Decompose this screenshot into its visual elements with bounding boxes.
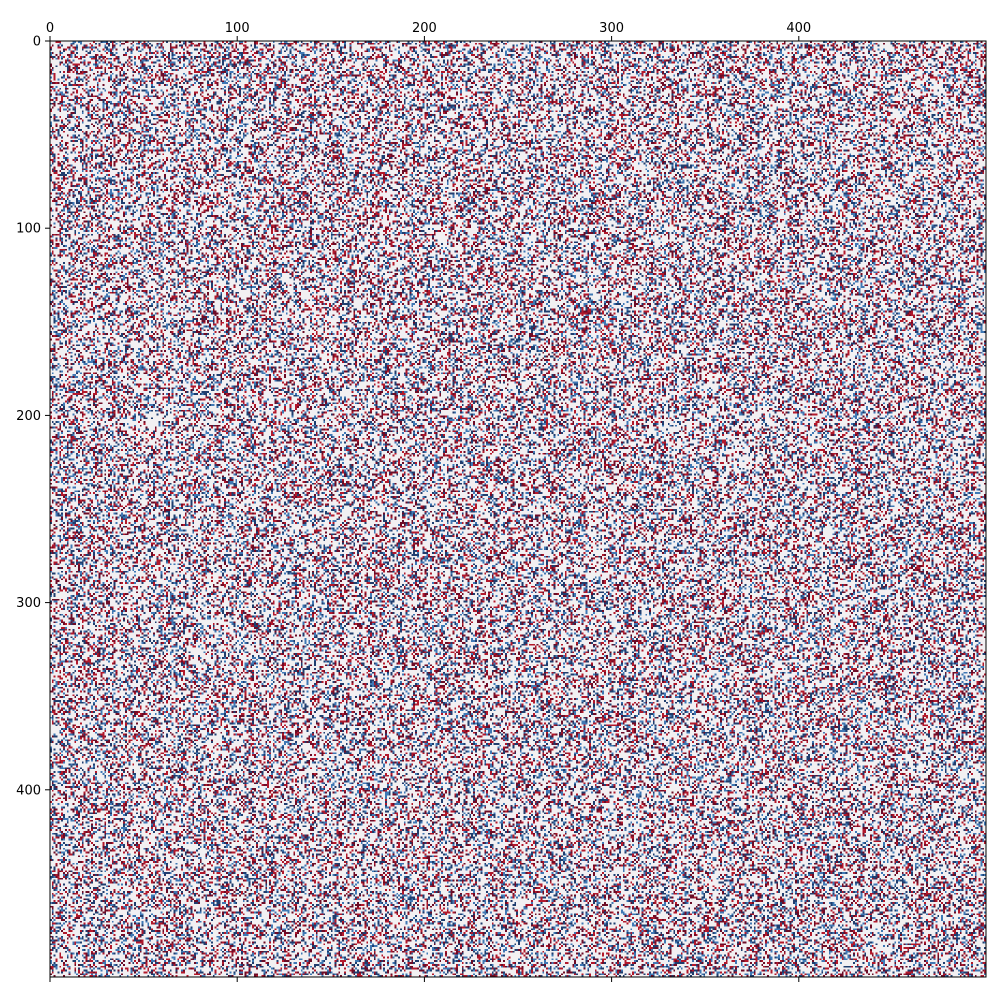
x-tick-label: 300 (599, 21, 624, 36)
y-tick-label: 0 (33, 35, 41, 50)
x-axis-bottom (49, 977, 800, 982)
y-tick-label: 400 (16, 783, 41, 798)
x-tick-label: 400 (786, 21, 811, 36)
x-tick-label: 0 (46, 21, 54, 36)
x-tick-label: 200 (412, 21, 437, 36)
matrix-heatmap (50, 41, 986, 977)
plot-area (50, 41, 986, 977)
x-axis-top: 0 100 200 300 400 (46, 21, 811, 41)
y-axis-left: 0 100 200 300 400 (16, 35, 50, 798)
x-tick-label: 100 (225, 21, 250, 36)
y-tick-label: 100 (16, 222, 41, 237)
y-tick-label: 200 (16, 409, 41, 424)
y-tick-label: 300 (16, 596, 41, 611)
plot-frame (49, 40, 987, 978)
